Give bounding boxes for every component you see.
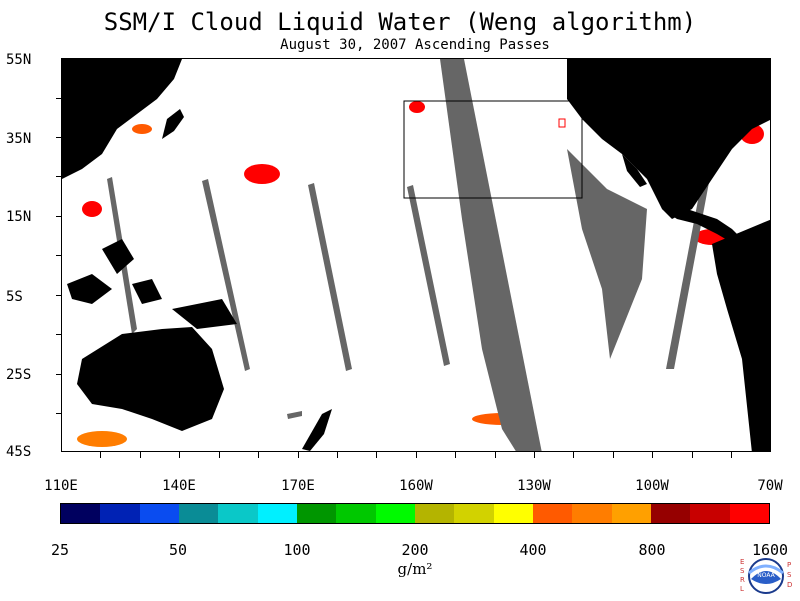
colorbar — [60, 503, 770, 524]
highlight-box — [403, 100, 583, 199]
red-marker-box — [558, 118, 566, 128]
logo-esrl-r: R — [740, 576, 745, 584]
lon-tick — [495, 452, 496, 458]
lon-tick — [219, 452, 220, 458]
map-panel — [61, 58, 771, 452]
lon-tick — [692, 452, 693, 458]
lat-label: 15N — [6, 209, 32, 225]
units-label: g/m² — [397, 560, 433, 578]
land-masses — [62, 59, 770, 451]
lon-tick — [258, 452, 259, 458]
colorbar-swatch — [532, 504, 573, 523]
logo-esrl-s: S — [740, 567, 745, 575]
logo-psd-d: D — [787, 581, 792, 589]
lat-tick — [56, 98, 61, 99]
colorbar-swatch — [690, 504, 730, 523]
logo-psd-p: P — [787, 561, 791, 569]
lon-tick — [140, 452, 141, 458]
lon-tick — [731, 452, 732, 458]
logo-esrl-e: E — [740, 558, 744, 566]
lat-label: 55N — [6, 52, 32, 68]
colorbar-swatch — [178, 504, 219, 523]
lon-tick — [613, 452, 614, 458]
lat-tick — [56, 216, 61, 217]
lon-label: 100W — [635, 478, 669, 494]
lon-label: 70W — [757, 478, 783, 494]
lon-tick — [534, 452, 535, 458]
lon-tick — [416, 452, 417, 458]
colorbar-swatch — [218, 504, 258, 523]
lat-tick — [56, 374, 61, 375]
colorbar-label: 25 — [50, 541, 70, 559]
lon-tick — [573, 452, 574, 458]
colorbar-swatch — [100, 504, 140, 523]
lat-label: 35N — [6, 131, 32, 147]
colorbar-label: 200 — [401, 541, 429, 559]
lat-tick — [56, 255, 61, 256]
lat-tick — [56, 176, 61, 177]
lat-tick — [56, 137, 61, 138]
noaa-logo-graphic: NOAA E S R L P S D — [740, 558, 792, 594]
chart-subtitle: August 30, 2007 Ascending Passes — [280, 37, 550, 53]
lon-tick — [376, 452, 377, 458]
colorbar-swatch — [61, 504, 101, 523]
missing-data-swaths — [107, 59, 710, 451]
lon-tick — [652, 452, 653, 458]
colorbar-swatch — [650, 504, 691, 523]
logo-psd-s: S — [787, 571, 792, 579]
lon-tick — [100, 452, 101, 458]
colorbar-swatch — [572, 504, 612, 523]
colorbar-swatch — [296, 504, 337, 523]
lon-label: 140E — [162, 478, 196, 494]
map-canvas — [62, 59, 770, 451]
colorbar-label: 400 — [519, 541, 547, 559]
colorbar-label: 50 — [168, 541, 188, 559]
lon-tick — [179, 452, 180, 458]
lon-label: 160W — [399, 478, 433, 494]
lat-tick — [56, 413, 61, 414]
lon-label: 110E — [44, 478, 78, 494]
lat-label: 25S — [6, 367, 32, 383]
colorbar-label: 800 — [638, 541, 666, 559]
lon-label: 130W — [517, 478, 551, 494]
lat-label: 45S — [6, 444, 32, 460]
lon-tick — [337, 452, 338, 458]
colorbar-swatch — [729, 504, 769, 523]
colorbar-swatch — [336, 504, 376, 523]
colorbar-swatch — [375, 504, 415, 523]
colorbar-swatch — [611, 504, 651, 523]
colorbar-swatch — [257, 504, 297, 523]
noaa-logo: NOAA E S R L P S D — [735, 555, 797, 597]
lon-tick — [455, 452, 456, 458]
colorbar-swatch — [493, 504, 533, 523]
chart-title: SSM/I Cloud Liquid Water (Weng algorithm… — [103, 8, 697, 36]
colorbar-swatch — [454, 504, 494, 523]
lon-label: 170E — [281, 478, 315, 494]
colorbar-label: 100 — [283, 541, 311, 559]
colorbar-label: 1600 — [751, 541, 789, 559]
lon-tick — [298, 452, 299, 458]
lat-label: 5S — [6, 289, 23, 305]
logo-esrl-l: L — [740, 585, 744, 593]
lat-tick — [56, 295, 61, 296]
colorbar-swatch — [139, 504, 179, 523]
logo-center-text: NOAA — [757, 572, 775, 579]
lat-tick — [56, 334, 61, 335]
colorbar-swatch — [414, 504, 455, 523]
